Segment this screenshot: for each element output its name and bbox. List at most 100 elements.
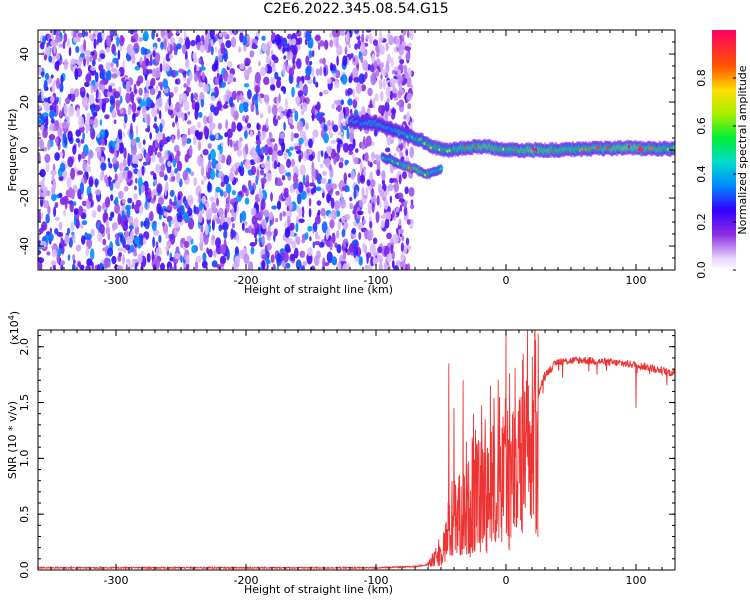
noise-blob [111,43,116,55]
noise-blob [204,223,209,236]
noise-blob [305,55,310,66]
noise-blob [175,78,178,85]
noise-blob [125,258,131,264]
noise-blob [144,190,149,196]
noise-blob [298,80,303,90]
noise-blob [69,201,74,213]
noise-blob [199,44,206,53]
y-tick-label: 1.5 [18,394,31,412]
noise-blob [350,53,354,59]
noise-blob [372,39,379,47]
noise-blob [304,232,309,240]
noise-blob [398,64,404,71]
noise-blob [63,58,69,71]
noise-blob [146,187,152,200]
noise-blob [203,84,210,93]
noise-blob [282,210,286,217]
noise-blob [252,42,256,48]
noise-blob [66,176,72,189]
noise-blob [176,150,181,157]
noise-blob [40,71,45,76]
noise-blob [329,62,334,72]
noise-blob [249,242,256,247]
noise-blob [270,49,274,56]
noise-blob [72,145,77,155]
noise-blob [103,257,109,270]
noise-blob [60,237,64,247]
noise-blob [110,194,114,202]
noise-blob [259,99,263,104]
noise-blob [114,173,118,182]
noise-blob [371,201,375,213]
noise-blob [283,55,287,60]
x-tick-label: -300 [104,574,129,587]
noise-blob [249,130,253,138]
noise-blob [67,156,74,168]
noise-blob [345,242,349,248]
noise-blob [403,200,407,208]
noise-blob [100,162,107,171]
noise-blob [114,203,120,214]
noise-blob [244,159,251,170]
noise-blob [38,131,41,137]
noise-blob [56,104,59,116]
noise-blob [216,72,220,79]
noise-blob [386,97,390,104]
noise-blob [398,44,405,56]
noise-blob [339,193,343,199]
noise-blob [296,193,302,205]
noise-blob [182,44,187,55]
noise-blob [158,96,162,107]
noise-blob [253,232,257,239]
noise-blob [151,30,155,40]
noise-blob [125,80,131,93]
noise-blob [152,236,156,248]
noise-blob [260,66,266,77]
noise-blob [72,201,77,206]
noise-blob [301,102,308,112]
noise-blob [351,240,358,245]
noise-blob [341,228,346,238]
noise-blob [291,158,295,168]
noise-blob [115,196,119,205]
noise-blob [169,170,175,177]
noise-blob [339,30,346,36]
noise-blob [218,171,223,178]
noise-blob [398,99,405,108]
noise-blob [294,247,299,259]
noise-blob [215,132,219,140]
colorbar-tick-label: 0.0 [695,261,708,279]
noise-blob [315,81,319,88]
noise-blob [390,57,394,68]
noise-blob [155,84,159,93]
noise-blob [409,30,414,41]
noise-blob [329,219,335,229]
noise-blob [219,189,224,197]
noise-blob [367,160,370,167]
noise-blob [158,235,162,243]
noise-blob [100,68,106,81]
noise-blob [367,87,373,97]
noise-blob [367,230,372,242]
noise-blob [308,207,312,218]
y-tick-label: -20 [18,189,31,207]
noise-blob [145,152,150,163]
noise-blob [399,151,403,158]
noise-blob [243,221,248,226]
noise-blob [124,113,128,124]
noise-blob [200,35,205,43]
noise-blob [77,261,81,268]
noise-blob [194,130,200,139]
noise-blob [341,74,348,85]
snr-series-line [38,330,675,570]
noise-blob [149,88,156,96]
noise-blob [135,177,138,184]
noise-blob [122,170,128,180]
noise-blob [254,71,261,84]
noise-blob [97,57,102,62]
noise-blob [260,199,266,211]
noise-blob [105,70,112,81]
noise-blob [77,170,83,175]
noise-blob [158,214,162,220]
noise-blob [154,52,161,64]
